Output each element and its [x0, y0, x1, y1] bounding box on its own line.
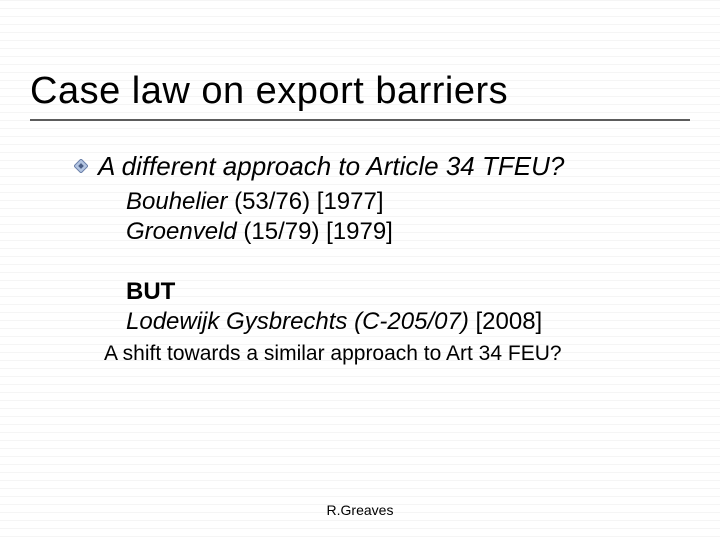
- case-citation: (53/76) [1977]: [234, 188, 383, 215]
- main-bullet-row: A different approach to Article 34 TFEU?: [74, 151, 690, 182]
- case-name: Lodewijk Gysbrechts (C-205/07): [126, 308, 469, 335]
- case-name: Groenveld: [126, 218, 237, 245]
- footer-author: R.Greaves: [0, 502, 720, 518]
- spacer: [30, 248, 690, 278]
- but-label: BUT: [126, 278, 690, 306]
- case-citation: [2008]: [475, 308, 542, 335]
- slide: Case law on export barriers A different …: [0, 0, 720, 540]
- main-bullet-text: A different approach to Article 34 TFEU?: [98, 151, 564, 182]
- case-citation: (15/79) [1979]: [243, 218, 392, 245]
- case-line-1: Bouhelier (53/76) [1977]: [126, 188, 690, 216]
- shift-line: A shift towards a similar approach to Ar…: [104, 342, 690, 366]
- case-line-2: Groenveld (15/79) [1979]: [126, 218, 690, 246]
- slide-title: Case law on export barriers: [30, 70, 690, 121]
- case-name: Bouhelier: [126, 188, 227, 215]
- diamond-bullet-icon: [74, 159, 88, 173]
- case-line-3: Lodewijk Gysbrechts (C-205/07) [2008]: [126, 308, 690, 336]
